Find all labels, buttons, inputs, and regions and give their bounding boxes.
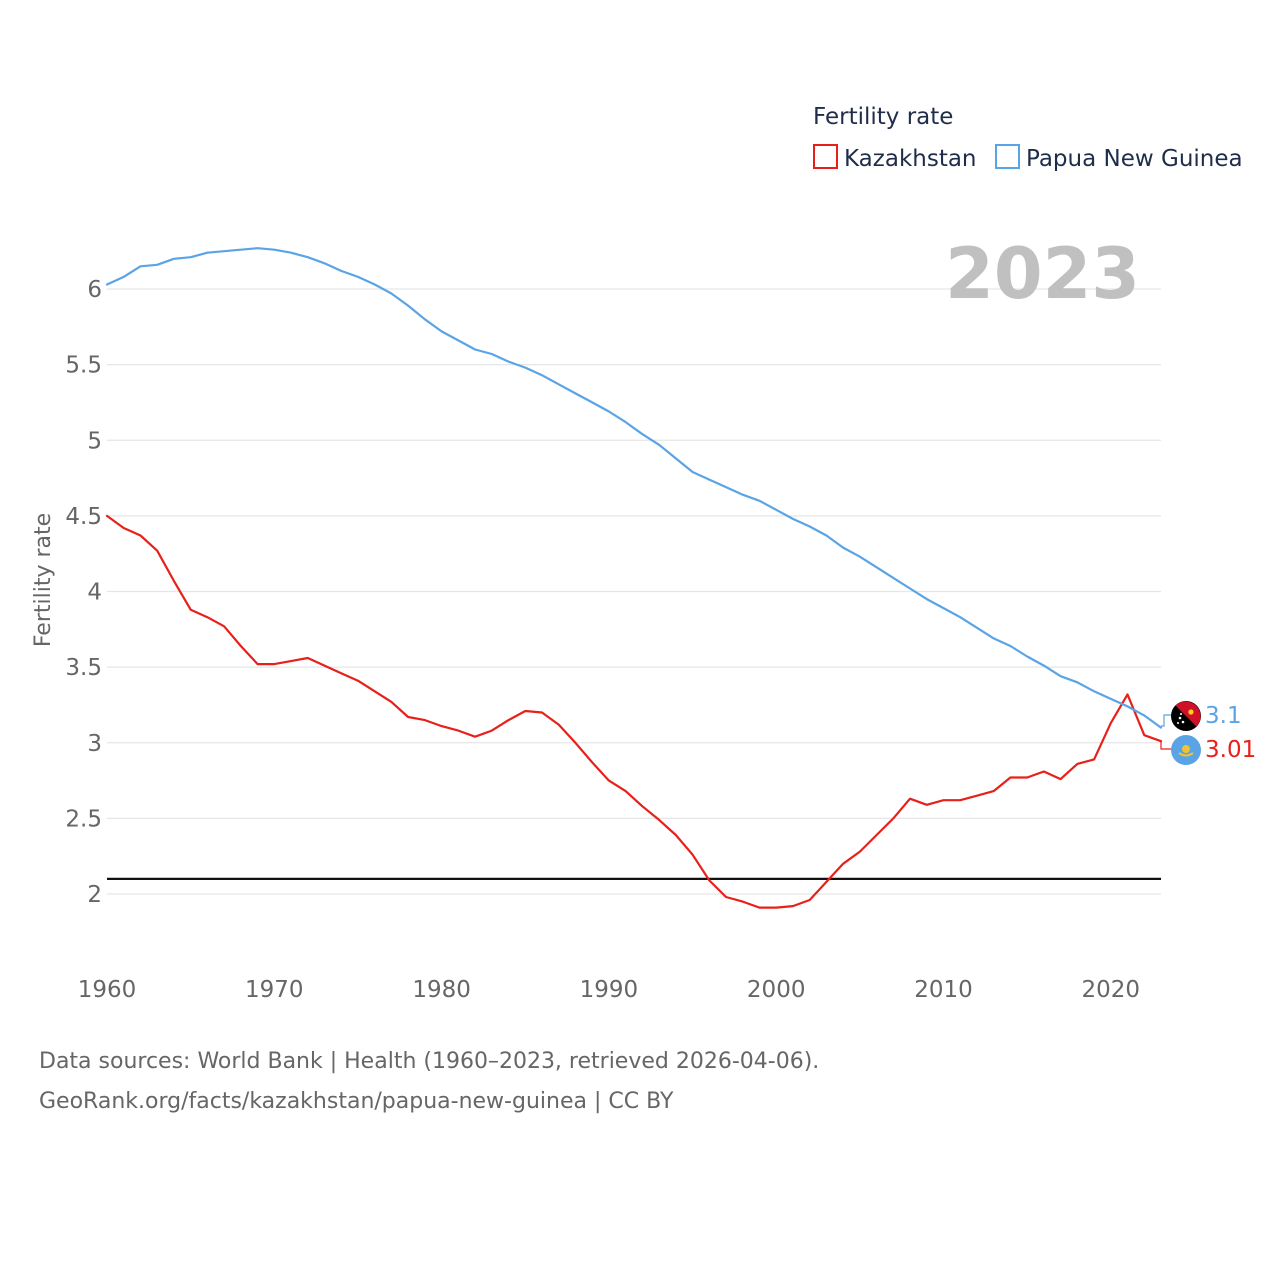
end-label-papua-new-guinea: 3.1 — [1205, 703, 1242, 729]
x-tick-label: 1990 — [580, 977, 639, 1003]
x-axis-ticks: 1960 1970 1980 1990 2000 2010 2020 — [78, 977, 1140, 1003]
x-tick-label: 2000 — [747, 977, 806, 1003]
legend-label-kazakhstan: Kazakhstan — [844, 146, 977, 172]
legend-swatch-papua-new-guinea — [995, 144, 1020, 169]
y-axis-label: Fertility rate — [31, 513, 56, 647]
x-tick-label: 2020 — [1082, 977, 1141, 1003]
legend-label-papua-new-guinea: Papua New Guinea — [1026, 146, 1243, 172]
y-tick-label: 3 — [87, 731, 102, 757]
papua-new-guinea-flag-icon — [1171, 701, 1201, 731]
end-marker-kazakhstan: 3.01 — [1160, 735, 1256, 765]
y-tick-label: 3.5 — [65, 655, 102, 681]
y-tick-label: 4.5 — [65, 504, 102, 530]
grid-lines — [107, 288, 1161, 895]
series-lines — [105, 247, 1163, 909]
legend-title: Fertility rate — [813, 104, 953, 130]
x-tick-label: 1980 — [412, 977, 471, 1003]
kazakhstan-flag-icon — [1171, 735, 1201, 765]
data-source-line: Data sources: World Bank | Health (1960–… — [39, 1049, 819, 1074]
x-tick-label: 1970 — [245, 977, 304, 1003]
x-tick-label: 1960 — [78, 977, 137, 1003]
series-line-kazakhstan[interactable] — [105, 514, 1163, 909]
series-line-papua-new-guinea[interactable] — [105, 247, 1163, 729]
y-tick-label: 2 — [87, 882, 102, 908]
y-tick-label: 5.5 — [65, 353, 102, 379]
y-tick-label: 4 — [87, 580, 102, 606]
legend: Fertility rate Kazakhstan Papua New Guin… — [813, 104, 1243, 172]
end-marker-papua-new-guinea: 3.1 — [1161, 701, 1242, 731]
legend-item-papua-new-guinea[interactable]: Papua New Guinea — [995, 144, 1243, 172]
y-tick-label: 5 — [87, 428, 102, 454]
credit-line[interactable]: GeoRank.org/facts/kazakhstan/papua-new-g… — [39, 1089, 674, 1114]
legend-item-kazakhstan[interactable]: Kazakhstan — [813, 144, 977, 172]
y-tick-label: 2.5 — [65, 806, 102, 832]
x-tick-label: 2010 — [914, 977, 973, 1003]
y-axis-ticks: 2 2.5 3 3.5 4 4.5 5 5.5 6 — [65, 277, 102, 908]
y-tick-label: 6 — [87, 277, 102, 303]
end-label-kazakhstan: 3.01 — [1205, 737, 1256, 763]
current-year-label: 2023 — [945, 233, 1140, 315]
legend-swatch-kazakhstan — [813, 144, 838, 169]
